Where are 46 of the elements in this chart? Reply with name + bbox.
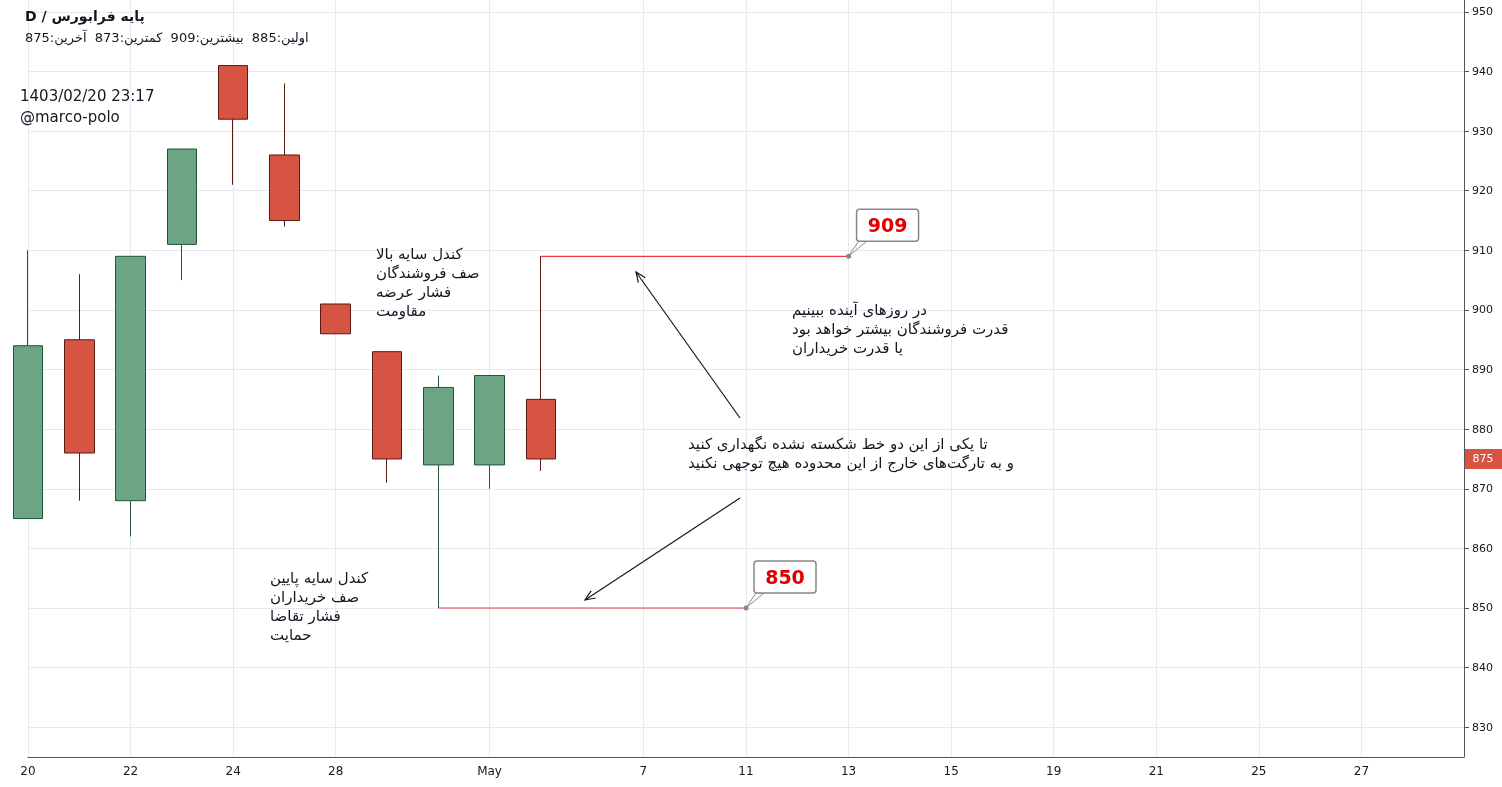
text: اولین:885 بیشترین:909 کمترین:873 آخرین:875 xyxy=(25,29,309,46)
candlestick xyxy=(269,82,300,227)
candlestick xyxy=(372,351,402,484)
annotation: @marco-polo xyxy=(20,107,120,126)
candlestick xyxy=(320,303,351,335)
y-tick-label: 900 xyxy=(1472,303,1493,317)
y-tick-label: 880 xyxy=(1472,422,1493,436)
annotation: 875 xyxy=(1472,452,1494,466)
x-tick-label: May xyxy=(477,764,502,778)
x-tick-label: 15 xyxy=(943,764,959,778)
annotation: در روزهای آینده ببینیم قدرت فروشندگان بیشتر خواهد بود یا قدرت خریداران xyxy=(792,300,1009,357)
x-tick-label: 19 xyxy=(1046,764,1062,778)
y-tick-label: 860 xyxy=(1472,541,1493,555)
x-tick-label: 7 xyxy=(639,764,648,778)
annotation: 1403/02/20 23:17 xyxy=(20,86,155,105)
y-tick-label: 840 xyxy=(1472,661,1493,675)
candlestick xyxy=(167,148,197,281)
y-tick-label: 850 xyxy=(1472,601,1493,615)
x-tick-label: 21 xyxy=(1148,764,1164,778)
y-tick-label: 830 xyxy=(1472,720,1493,734)
x-tick-label: 25 xyxy=(1251,764,1267,778)
x-tick-label: 20 xyxy=(20,764,36,778)
annotation: 909 xyxy=(867,214,908,237)
candlestick xyxy=(526,255,556,472)
x-tick-label: 28 xyxy=(328,764,344,778)
x-tick-label: 27 xyxy=(1353,764,1370,778)
y-tick-label: 910 xyxy=(1472,243,1493,257)
candlestick xyxy=(64,273,95,502)
candlestick xyxy=(218,65,248,186)
x-tick-label: 24 xyxy=(225,764,241,778)
annotation: 850 xyxy=(765,565,805,588)
annotation: کندل سایه بالا صف فروشندگان فشار عرضه مقاومت xyxy=(376,244,480,320)
annotation: کندل سایه پایین صف خریداران فشار تقاضا حمایت xyxy=(270,568,370,644)
x-tick-label: 13 xyxy=(840,764,857,778)
x-tick-label: 22 xyxy=(122,764,139,778)
candlestick xyxy=(474,375,505,490)
y-tick-label: 940 xyxy=(1472,65,1493,79)
y-tick-label: 870 xyxy=(1472,482,1493,496)
annotation: تا یکی از این دو خط شکسته نشده نگهداری کنید و به تارگت‌های خارج از این محدوده هیچ توجهی نکنید xyxy=(688,434,1014,473)
candlestick xyxy=(423,375,454,609)
y-tick-label: 920 xyxy=(1472,184,1493,198)
y-tick-label: 950 xyxy=(1472,5,1493,19)
y-tick-label: 930 xyxy=(1472,124,1493,138)
text: D / پایه فرابورس xyxy=(25,8,145,25)
x-tick-label: 11 xyxy=(738,764,754,778)
y-tick-label: 890 xyxy=(1472,363,1493,377)
